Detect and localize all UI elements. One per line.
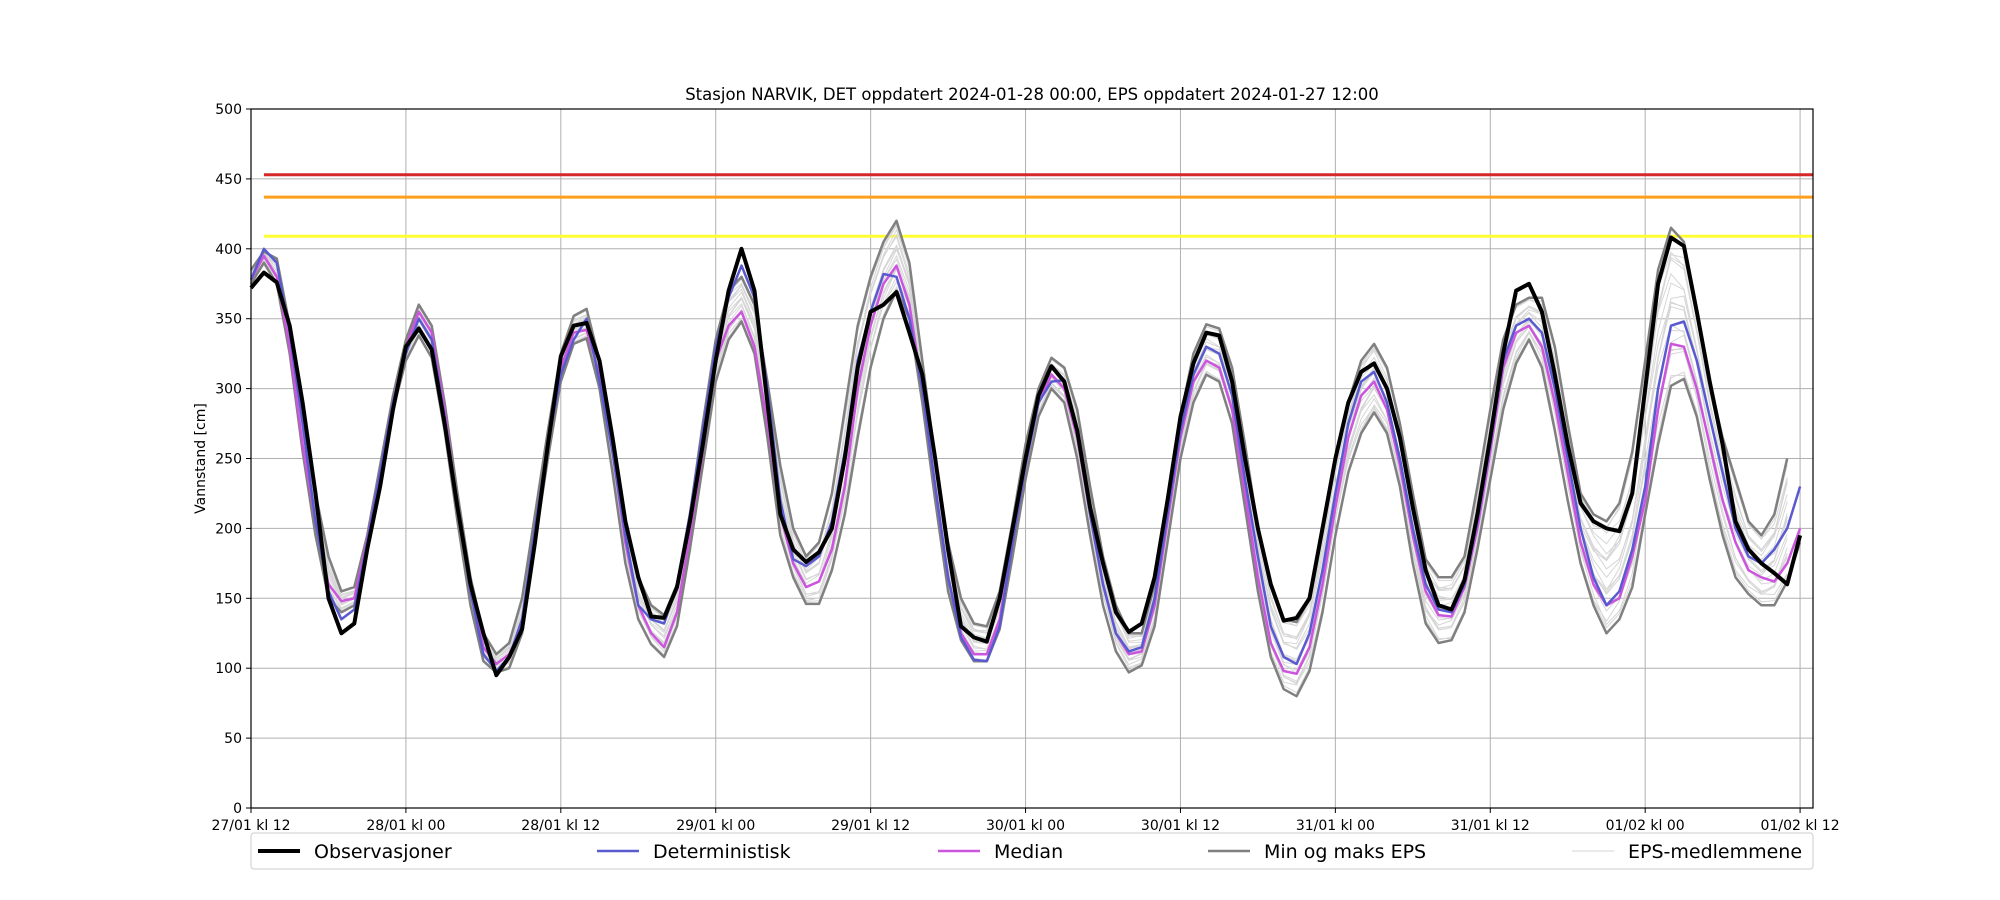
ensemble-member-line [250,248,1788,663]
x-tick-label: 27/01 kl 12 [211,818,290,834]
ensemble-member-line [250,246,1788,665]
x-tick-label: 30/01 kl 00 [986,818,1065,834]
y-tick-label: 350 [215,312,242,328]
x-tick-label: 01/02 kl 00 [1606,818,1685,834]
y-ticks: 0 50 100 150 200 250 300 350 400 450 500 [215,102,251,817]
legend-label: Deterministisk [653,841,791,863]
x-tick-label: 31/01 kl 00 [1296,818,1375,834]
y-tick-label: 400 [215,242,242,258]
x-tick-label: 01/02 kl 12 [1761,818,1840,834]
chart-title: Stasjon NARVIK, DET oppdatert 2024-01-28… [685,85,1379,104]
y-tick-label: 0 [233,801,242,817]
series-line-min-og-maks-eps-min- [249,261,1802,698]
series-line-observasjoner [249,235,1803,678]
y-tick-label: 150 [215,591,242,607]
ensemble-member-line [250,254,1788,664]
y-axis-label: Vannstand [cm] [193,403,209,514]
y-tick-label: 450 [215,172,242,188]
legend: Observasjoner Deterministisk Median Min og … [250,832,1814,870]
legend-label: EPS-medlemmene [1628,841,1802,863]
y-tick-label: 300 [215,382,242,398]
threshold-lines [263,173,1813,238]
ensemble-member-line [250,258,1788,671]
x-tick-label: 28/01 kl 00 [366,818,445,834]
x-tick-label: 29/01 kl 00 [676,818,755,834]
ensemble-member-line [250,258,1788,674]
ensemble-member-line [250,245,1788,660]
y-tick-label: 50 [224,731,242,747]
legend-box [250,832,1814,870]
x-tick-label: 31/01 kl 12 [1451,818,1530,834]
x-ticks: 27/01 kl 12 28/01 kl 00 28/01 kl 12 29/01 k… [211,808,1840,834]
series-lines [249,219,1803,698]
legend-label: Median [994,841,1063,863]
x-tick-label: 28/01 kl 12 [521,818,600,834]
legend-label: Min og maks EPS [1264,841,1426,863]
x-tick-label: 29/01 kl 12 [831,818,910,834]
y-tick-label: 250 [215,452,242,468]
y-tick-label: 500 [215,102,242,118]
y-tick-label: 200 [215,521,242,537]
x-tick-label: 30/01 kl 12 [1141,818,1220,834]
legend-label: Observasjoner [314,841,452,863]
grid-lines [250,108,1813,809]
y-tick-label: 100 [215,661,242,677]
legend-items: Observasjoner Deterministisk Median Min og … [258,841,1802,863]
